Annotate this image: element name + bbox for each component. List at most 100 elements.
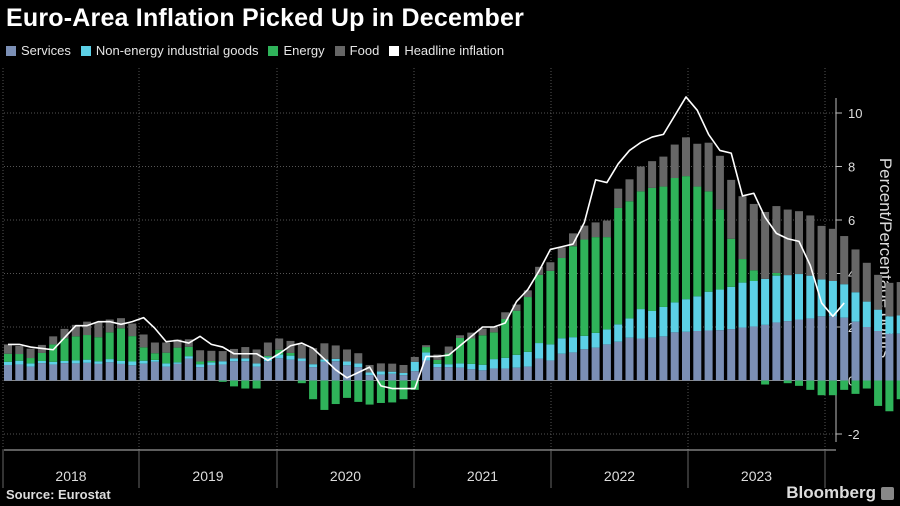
bar-segment-energy bbox=[795, 380, 803, 386]
x-year-label: 2018 bbox=[55, 468, 86, 484]
bar-segment-services bbox=[354, 367, 363, 381]
bloomberg-logo-icon bbox=[881, 486, 894, 500]
bar-segment-food bbox=[817, 225, 826, 280]
bar-segment-food bbox=[670, 144, 679, 179]
bar-segment-energy bbox=[388, 380, 397, 403]
bar-segment-energy bbox=[761, 380, 770, 385]
bar-segment-services bbox=[388, 373, 397, 381]
bar-segment-energy bbox=[83, 335, 92, 360]
bar-segment-goods bbox=[105, 359, 114, 363]
bar-segment-food bbox=[738, 196, 747, 260]
bar-segment-food bbox=[422, 345, 431, 348]
bar-segment-goods bbox=[83, 359, 92, 363]
bar-segment-food bbox=[591, 222, 600, 238]
bar-segment-goods bbox=[749, 280, 758, 327]
bar-segment-goods bbox=[783, 275, 792, 322]
bar-segment-energy bbox=[727, 238, 736, 287]
bar-segment-goods bbox=[71, 360, 80, 364]
bar-segment-services bbox=[162, 366, 171, 381]
bar-segment-food bbox=[749, 203, 758, 271]
bar-segment-goods bbox=[399, 373, 408, 376]
legend-swatch-services bbox=[6, 45, 16, 56]
bar-segment-services bbox=[139, 363, 148, 381]
bar-segment-energy bbox=[535, 274, 544, 344]
bar-segment-services bbox=[783, 321, 792, 381]
bar-segment-food bbox=[772, 206, 781, 273]
bar-segment-goods bbox=[60, 360, 69, 364]
bar-segment-goods bbox=[15, 360, 24, 365]
bar-segment-food bbox=[150, 342, 159, 354]
bar-segment-food bbox=[715, 155, 724, 210]
y-tick-label: 10 bbox=[848, 106, 862, 121]
bar-segment-services bbox=[49, 364, 58, 381]
bar-segment-goods bbox=[648, 310, 657, 338]
bar-segment-energy bbox=[410, 380, 419, 390]
bar-segment-services bbox=[320, 361, 329, 381]
bar-segment-food bbox=[15, 345, 24, 355]
legend-swatch-energy bbox=[268, 45, 279, 56]
bar-segment-energy bbox=[94, 337, 103, 362]
legend-item-food: Food bbox=[334, 43, 379, 58]
bar-segment-services bbox=[862, 327, 871, 381]
legend-swatch-headline bbox=[389, 45, 400, 56]
bar-segment-services bbox=[727, 329, 736, 381]
bar-segment-goods bbox=[738, 282, 747, 328]
bar-segment-energy bbox=[715, 209, 724, 290]
bar-segment-food bbox=[489, 327, 498, 333]
bar-segment-services bbox=[715, 330, 724, 381]
bar-segment-food bbox=[625, 179, 634, 202]
bar-segment-services bbox=[636, 338, 645, 381]
bar-segment-goods bbox=[704, 291, 713, 331]
bar-segment-services bbox=[682, 331, 690, 381]
bar-segment-food bbox=[297, 344, 306, 359]
bar-segment-food bbox=[704, 142, 713, 192]
bar-segment-food bbox=[614, 188, 623, 208]
bar-segment-goods bbox=[851, 292, 860, 322]
brand: Bloomberg bbox=[786, 483, 894, 503]
bar-segment-goods bbox=[602, 329, 611, 345]
bar-segment-energy bbox=[862, 380, 871, 389]
bar-segment-food bbox=[162, 342, 171, 353]
bar-segment-services bbox=[241, 361, 250, 381]
x-year-label: 2019 bbox=[192, 468, 223, 484]
legend-label-energy: Energy bbox=[283, 43, 325, 58]
chart-title: Euro-Area Inflation Picked Up in Decembe… bbox=[6, 4, 525, 32]
bar-segment-energy bbox=[139, 347, 148, 361]
bar-segment-food bbox=[433, 354, 442, 360]
bar-segment-services bbox=[670, 332, 679, 381]
bar-segment-goods bbox=[218, 361, 227, 365]
bar-segment-services bbox=[501, 368, 510, 381]
bar-segment-services bbox=[297, 360, 306, 381]
bar-segment-energy bbox=[162, 352, 171, 364]
bar-segment-services bbox=[659, 336, 668, 381]
bar-segment-goods bbox=[840, 284, 849, 318]
bar-segment-goods bbox=[535, 343, 544, 359]
bar-segment-energy bbox=[523, 297, 532, 352]
bar-segment-services bbox=[230, 361, 238, 381]
bar-segment-energy bbox=[467, 338, 476, 364]
bar-segment-food bbox=[896, 282, 900, 316]
bar-segment-food bbox=[83, 321, 92, 336]
bar-segment-food bbox=[636, 166, 645, 192]
bar-segment-goods bbox=[4, 361, 12, 365]
bar-segment-goods bbox=[94, 361, 103, 364]
bar-segment-goods bbox=[456, 363, 464, 368]
bar-segment-services bbox=[817, 316, 826, 381]
bar-segment-goods bbox=[128, 361, 137, 366]
bar-segment-food bbox=[49, 336, 58, 345]
bar-segment-goods bbox=[523, 351, 532, 367]
bar-segment-energy bbox=[851, 380, 860, 394]
bar-segment-food bbox=[727, 179, 736, 239]
bar-segment-goods bbox=[230, 358, 238, 362]
bar-segment-energy bbox=[15, 354, 24, 361]
bar-segment-goods bbox=[433, 363, 442, 368]
bar-segment-services bbox=[286, 359, 295, 381]
bar-segment-energy bbox=[275, 349, 284, 355]
bar-segment-energy bbox=[365, 380, 374, 405]
bar-segment-food bbox=[275, 338, 284, 350]
bar-segment-goods bbox=[874, 309, 883, 332]
bar-segment-goods bbox=[512, 354, 521, 368]
bar-segment-goods bbox=[343, 361, 351, 366]
bar-segment-energy bbox=[71, 336, 80, 361]
bar-segment-energy bbox=[682, 176, 690, 300]
